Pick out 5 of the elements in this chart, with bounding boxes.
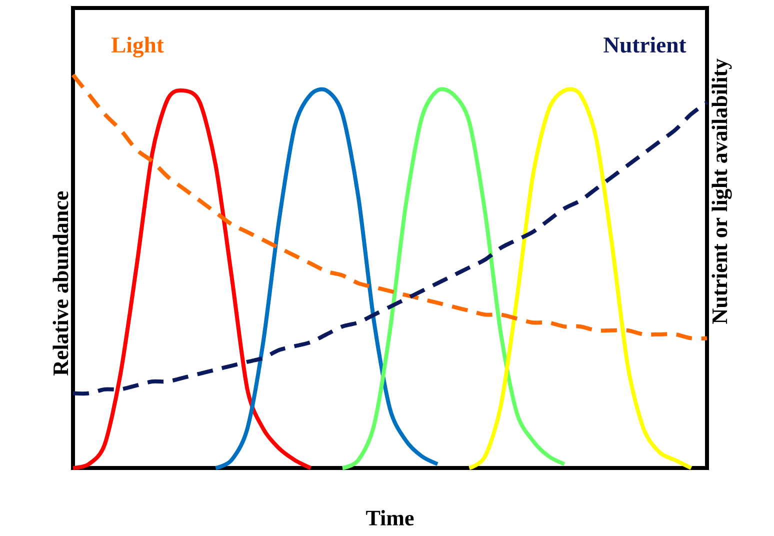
text: Nutrient [604,36,686,53]
y2-axis-title: Nutrient or light availability [712,58,732,324]
series-label: Light [111,36,164,58]
y-axis-title: Relative abundance [52,191,68,376]
x-axis-title: Time [366,510,414,526]
